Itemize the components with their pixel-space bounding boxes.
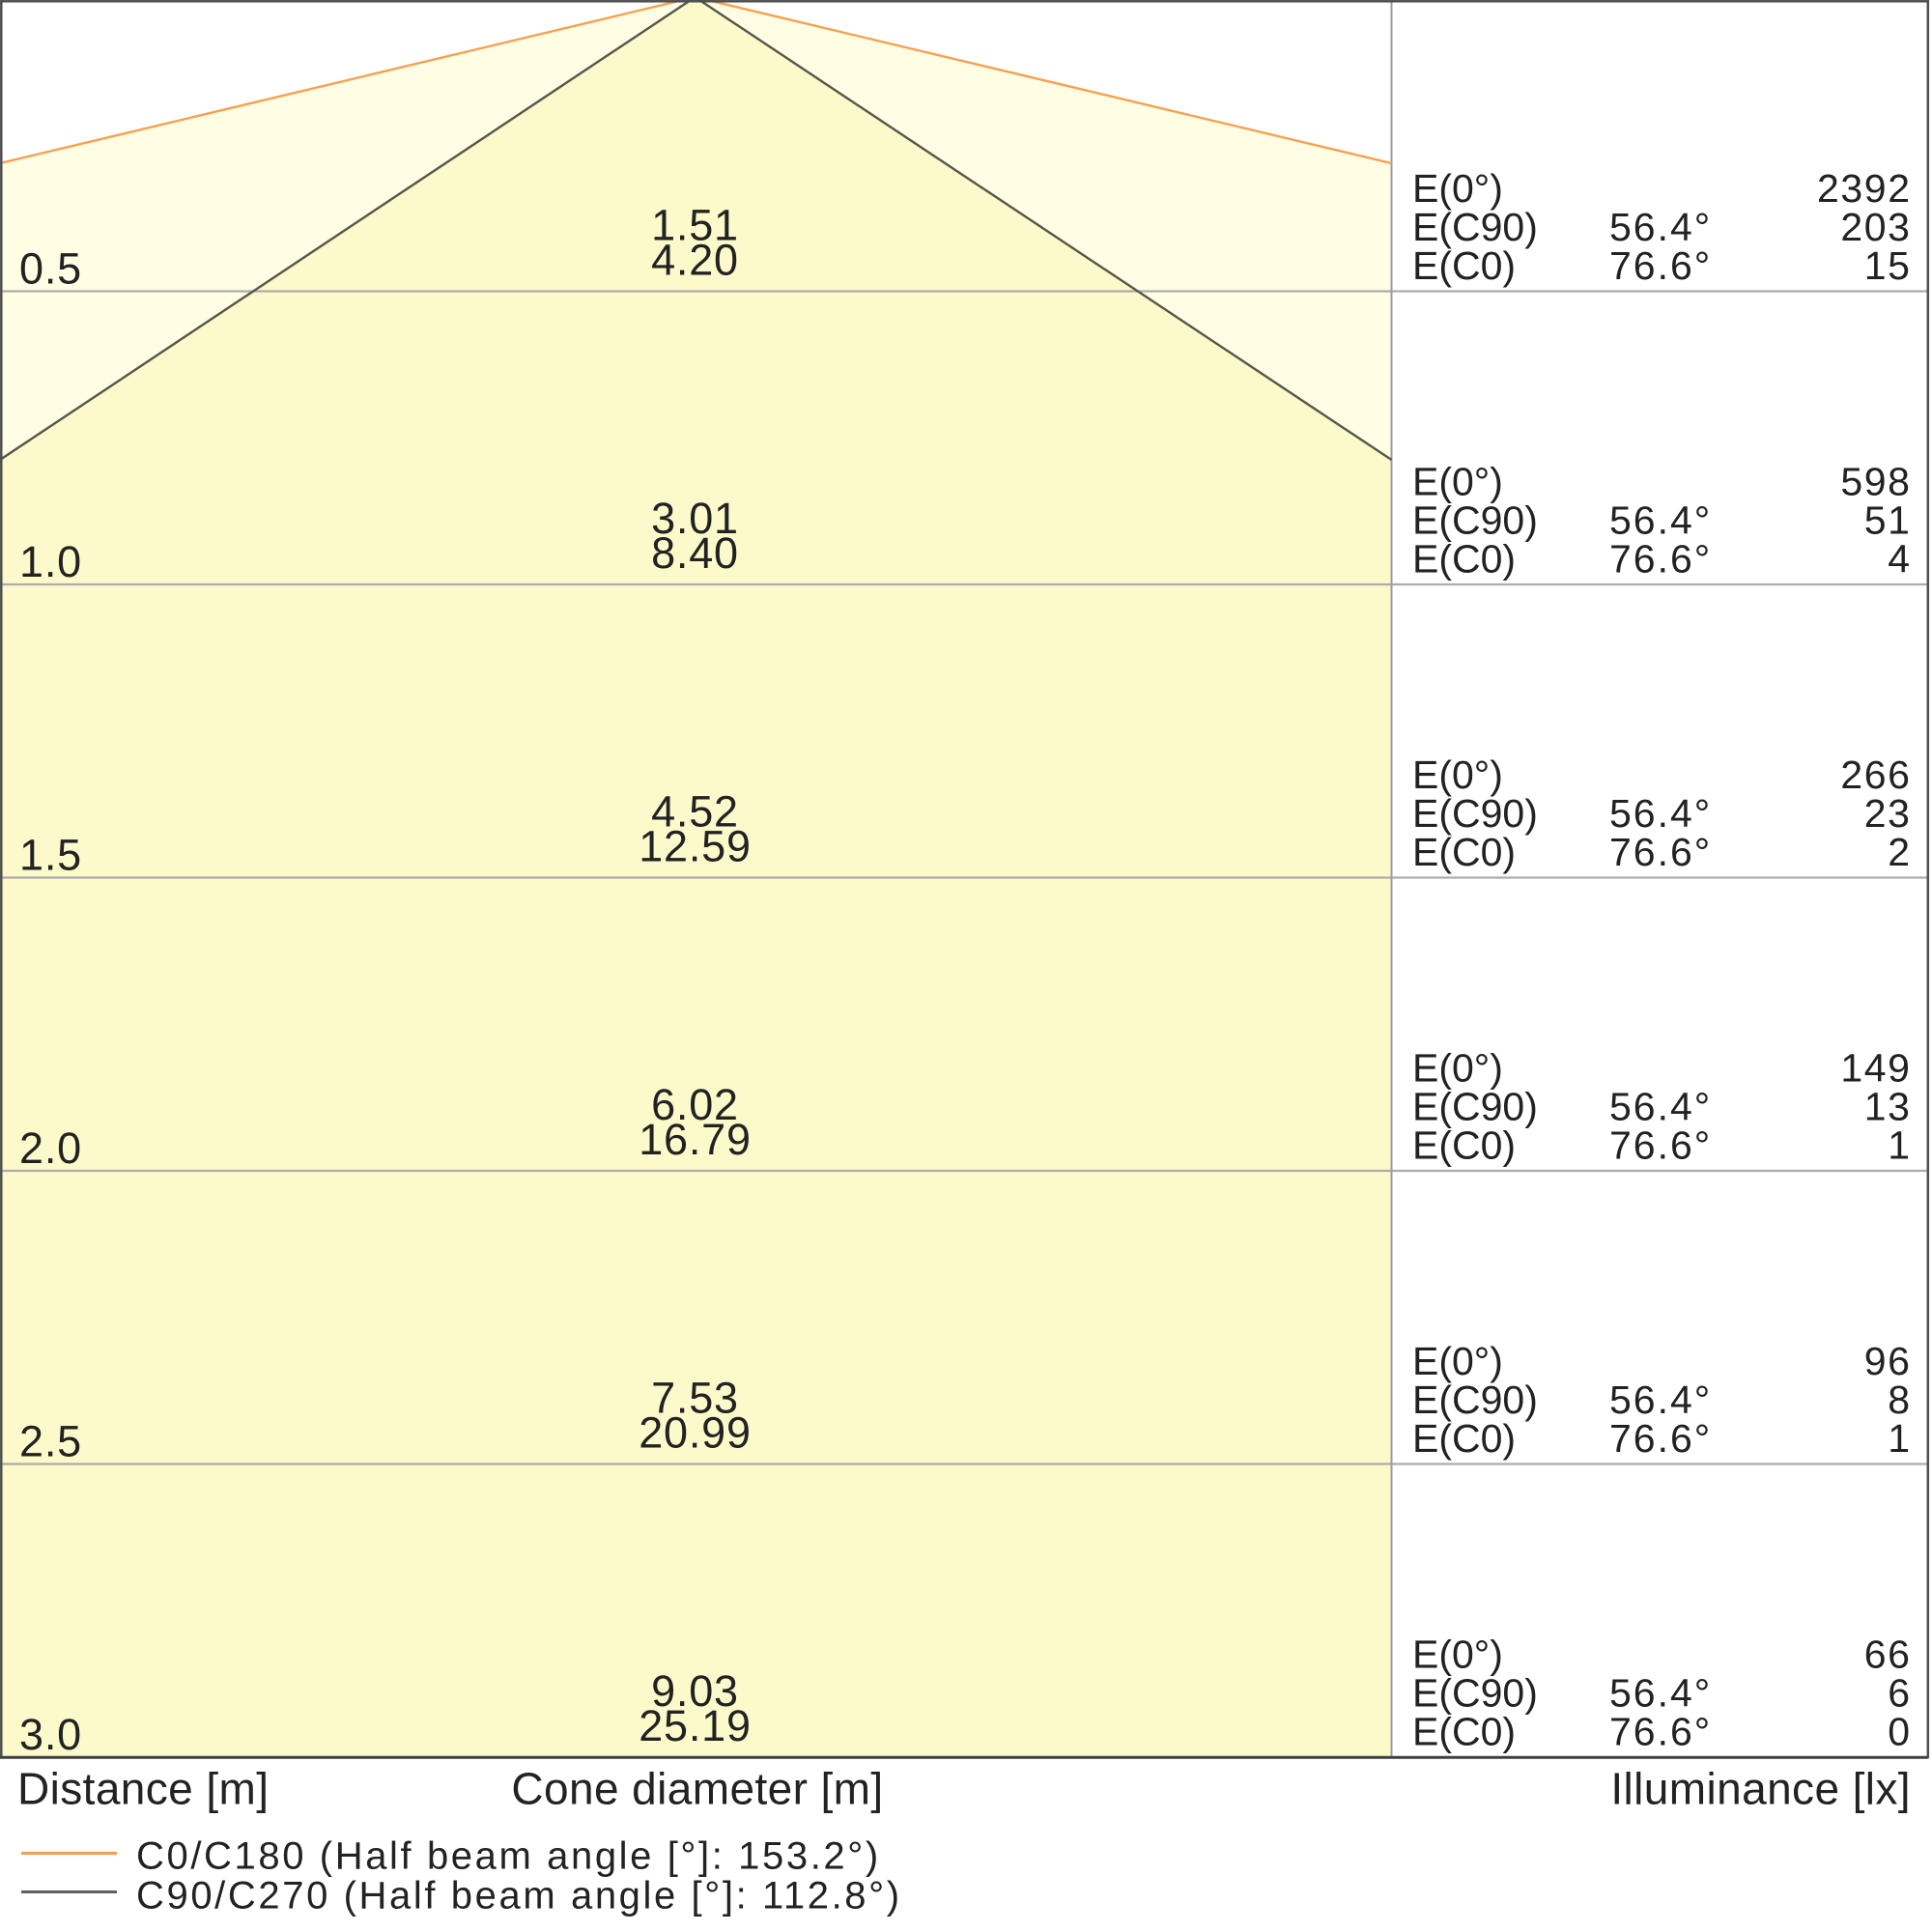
svg-text:76.6°: 76.6° [1609, 243, 1712, 288]
svg-text:E(C0): E(C0) [1412, 1710, 1516, 1754]
svg-text:2392: 2392 [1817, 166, 1912, 211]
svg-text:E(0°): E(0°) [1412, 460, 1503, 504]
svg-text:51: 51 [1864, 498, 1912, 543]
svg-text:76.6°: 76.6° [1609, 1123, 1712, 1168]
svg-text:56.4°: 56.4° [1609, 1085, 1712, 1129]
svg-text:2.5: 2.5 [19, 1417, 82, 1466]
svg-text:598: 598 [1840, 460, 1911, 504]
svg-text:E(0°): E(0°) [1412, 1046, 1503, 1091]
svg-text:E(C90): E(C90) [1412, 498, 1538, 543]
svg-text:6: 6 [1888, 1671, 1911, 1716]
svg-text:1.51: 1.51 [651, 201, 739, 250]
svg-text:1.5: 1.5 [19, 831, 82, 880]
svg-text:96: 96 [1864, 1339, 1912, 1383]
svg-text:13: 13 [1864, 1085, 1912, 1129]
svg-text:56.4°: 56.4° [1609, 498, 1712, 543]
svg-text:266: 266 [1840, 753, 1911, 797]
svg-text:76.6°: 76.6° [1609, 1710, 1712, 1754]
svg-text:1: 1 [1888, 1416, 1911, 1461]
svg-text:E(0°): E(0°) [1412, 1339, 1503, 1383]
svg-text:E(C90): E(C90) [1412, 1671, 1538, 1716]
svg-text:E(0°): E(0°) [1412, 753, 1503, 797]
svg-text:2: 2 [1888, 830, 1911, 874]
svg-text:E(C0): E(C0) [1412, 830, 1516, 874]
svg-text:E(C90): E(C90) [1412, 1378, 1538, 1422]
svg-text:1: 1 [1888, 1123, 1911, 1168]
svg-text:E(C0): E(C0) [1412, 537, 1516, 582]
svg-text:16.79: 16.79 [639, 1115, 752, 1164]
svg-text:9.03: 9.03 [651, 1666, 739, 1716]
svg-text:8.40: 8.40 [651, 528, 739, 578]
svg-text:6.02: 6.02 [651, 1080, 739, 1129]
svg-text:7.53: 7.53 [651, 1374, 739, 1423]
svg-text:E(C0): E(C0) [1412, 1123, 1516, 1168]
svg-text:E(C0): E(C0) [1412, 1416, 1516, 1461]
svg-text:E(C90): E(C90) [1412, 205, 1538, 249]
svg-text:203: 203 [1840, 205, 1911, 249]
svg-text:E(C0): E(C0) [1412, 243, 1516, 288]
svg-text:76.6°: 76.6° [1609, 537, 1712, 582]
svg-text:E(C90): E(C90) [1412, 791, 1538, 836]
svg-text:23: 23 [1864, 791, 1912, 836]
svg-text:E(0°): E(0°) [1412, 1633, 1503, 1677]
svg-text:0.5: 0.5 [19, 244, 82, 294]
svg-text:15: 15 [1864, 243, 1912, 288]
svg-text:8: 8 [1888, 1378, 1911, 1422]
svg-text:12.59: 12.59 [639, 822, 752, 871]
svg-text:3.0: 3.0 [19, 1710, 82, 1759]
svg-text:Distance [m]: Distance [m] [17, 1764, 269, 1814]
svg-text:C0/C180 (Half beam angle [°]:: C0/C180 (Half beam angle [°]: 153.2°) [136, 1835, 881, 1878]
svg-text:76.6°: 76.6° [1609, 1416, 1712, 1461]
svg-text:1.0: 1.0 [19, 537, 82, 586]
svg-text:2.0: 2.0 [19, 1123, 82, 1173]
svg-text:Illuminance [lx]: Illuminance [lx] [1610, 1764, 1911, 1814]
svg-text:56.4°: 56.4° [1609, 205, 1712, 249]
svg-text:E(0°): E(0°) [1412, 166, 1503, 211]
svg-text:Cone diameter [m]: Cone diameter [m] [511, 1764, 883, 1814]
svg-text:C90/C270 (Half beam angle [°]:: C90/C270 (Half beam angle [°]: 112.8°) [136, 1875, 902, 1918]
svg-text:56.4°: 56.4° [1609, 791, 1712, 836]
svg-text:4.52: 4.52 [651, 787, 739, 837]
svg-text:20.99: 20.99 [639, 1408, 752, 1458]
svg-text:0: 0 [1888, 1710, 1911, 1754]
svg-text:4: 4 [1888, 537, 1911, 582]
svg-text:56.4°: 56.4° [1609, 1671, 1712, 1716]
svg-text:66: 66 [1864, 1633, 1912, 1677]
svg-text:3.01: 3.01 [651, 494, 739, 543]
svg-text:76.6°: 76.6° [1609, 830, 1712, 874]
svg-text:25.19: 25.19 [639, 1701, 752, 1750]
svg-text:56.4°: 56.4° [1609, 1378, 1712, 1422]
svg-text:E(C90): E(C90) [1412, 1085, 1538, 1129]
svg-text:149: 149 [1840, 1046, 1911, 1091]
svg-text:4.20: 4.20 [651, 236, 739, 285]
